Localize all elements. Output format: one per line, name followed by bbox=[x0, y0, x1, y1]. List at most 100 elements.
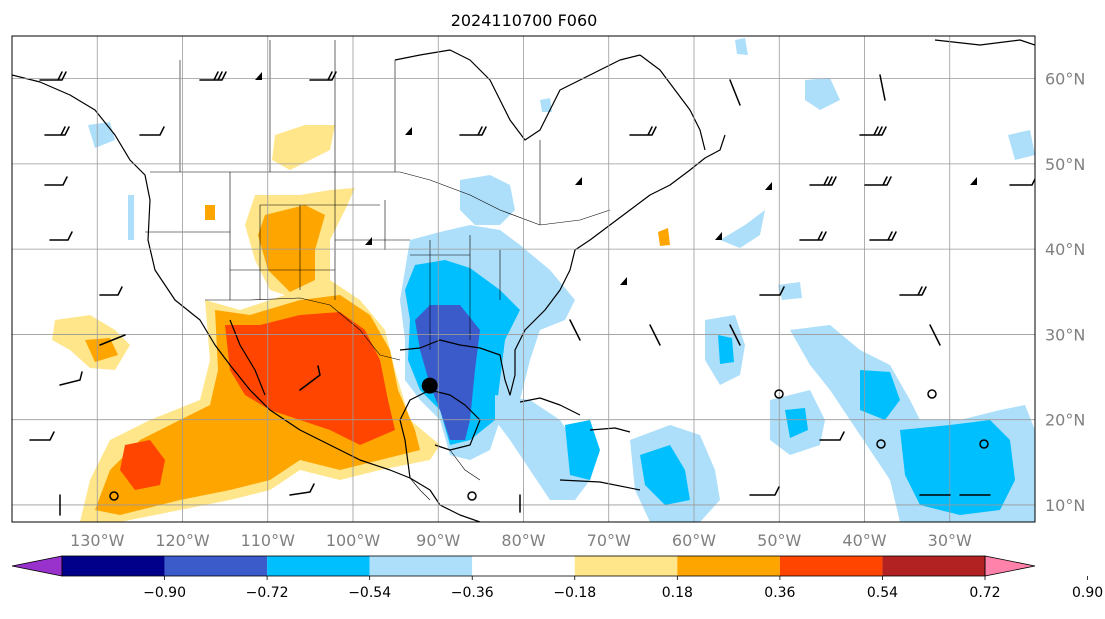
latitude-label: 30°N bbox=[1045, 325, 1085, 344]
positive-anomaly-fields bbox=[52, 125, 670, 522]
island-marker bbox=[927, 389, 937, 399]
longitude-label: 130°W bbox=[70, 531, 125, 550]
field-036-neg-atlantic-east-a bbox=[860, 370, 900, 420]
wind-barb bbox=[729, 324, 741, 346]
wind-barb bbox=[29, 431, 55, 441]
wind-barb-flags bbox=[255, 72, 977, 285]
field-018-neg-atlantic-north bbox=[720, 210, 765, 248]
colorbar-swatch bbox=[267, 556, 370, 576]
colorbar-tick-label: −0.54 bbox=[348, 585, 391, 601]
field-036-neg-atlantic-east-b bbox=[900, 420, 1015, 515]
wind-barb bbox=[799, 231, 827, 241]
wind-barb bbox=[44, 126, 70, 136]
island-marker bbox=[774, 389, 784, 399]
longitude-label: 90°W bbox=[416, 531, 460, 550]
colorbar-tick-label: −0.90 bbox=[143, 585, 186, 601]
coastline-hudson bbox=[394, 49, 641, 141]
wind-barb-flag bbox=[715, 232, 722, 240]
colorbar-swatch bbox=[882, 556, 985, 576]
wind-barb bbox=[899, 286, 927, 296]
field-036-neg-atlantic-central bbox=[718, 335, 734, 364]
wind-barb bbox=[649, 324, 661, 346]
wind-barb bbox=[309, 71, 337, 81]
field-018-neg-north bbox=[735, 38, 748, 55]
wind-barb bbox=[99, 334, 126, 346]
coastline-atlantic bbox=[399, 134, 726, 396]
political-borders bbox=[145, 40, 611, 501]
latitude-label: 60°N bbox=[1045, 70, 1085, 89]
colorbar-tick-label: 0.54 bbox=[867, 585, 898, 601]
colorbar-swatch bbox=[369, 556, 473, 576]
latitude-label: 50°N bbox=[1045, 155, 1085, 174]
wind-barb-flag bbox=[365, 237, 372, 245]
coastline-cuba bbox=[519, 397, 581, 416]
colorbar-swatch bbox=[164, 556, 268, 576]
wind-barb bbox=[629, 126, 657, 136]
coastline-south-america bbox=[559, 479, 641, 491]
wind-barb bbox=[759, 286, 785, 296]
colorbar-extend-low bbox=[11, 555, 63, 577]
wind-barbs bbox=[29, 71, 1035, 516]
wind-barb-flag bbox=[620, 277, 627, 285]
colorbar-tick-label: 0.36 bbox=[764, 585, 795, 601]
province-borders bbox=[179, 40, 541, 225]
wind-barb bbox=[869, 231, 897, 241]
field-054-neg-east bbox=[415, 305, 480, 440]
field-018-neg-caribbean bbox=[495, 395, 590, 500]
field-036-pos-canada bbox=[272, 125, 335, 170]
longitude-label: 30°W bbox=[928, 531, 972, 550]
latitude-labels: 60°N 50°N 40°N 30°N 20°N 10°N bbox=[1045, 70, 1085, 515]
coastline-hispaniola bbox=[589, 427, 631, 433]
coastline-labrador bbox=[639, 54, 706, 151]
wind-barb bbox=[289, 483, 315, 496]
colorbar-tick-label: 0.90 bbox=[1072, 585, 1103, 601]
island-marker bbox=[467, 491, 477, 501]
state-borders bbox=[145, 172, 501, 350]
longitude-label: 100°W bbox=[326, 531, 381, 550]
wind-barb-flag bbox=[575, 177, 582, 185]
wind-barb bbox=[864, 176, 892, 186]
colorbar-tick-label: −0.36 bbox=[451, 585, 494, 601]
wind-barb bbox=[199, 71, 227, 81]
latitude-label: 10°N bbox=[1045, 496, 1085, 515]
wind-barb bbox=[459, 126, 487, 136]
colorbar-tick-label: −0.18 bbox=[553, 585, 596, 601]
wind-barb bbox=[819, 431, 845, 441]
field-036-neg-atlantic-sw bbox=[640, 445, 690, 505]
wind-barb bbox=[59, 371, 83, 386]
gridlines bbox=[12, 36, 1035, 522]
wind-barb bbox=[929, 324, 941, 346]
colorbar-swatch bbox=[677, 556, 780, 576]
wind-barb bbox=[1009, 177, 1035, 186]
island-marker bbox=[109, 491, 119, 501]
island-marker bbox=[979, 439, 989, 449]
colorbar-tick-label: −0.72 bbox=[246, 585, 289, 601]
wind-barb-flag bbox=[405, 127, 412, 135]
field-018-neg-lakes bbox=[460, 175, 515, 225]
map-frame bbox=[11, 35, 1036, 523]
longitude-label: 120°W bbox=[155, 531, 210, 550]
wind-barb-flag bbox=[255, 72, 262, 80]
field-018-neg-labrador bbox=[805, 78, 840, 110]
map-title: 2024110700 F060 bbox=[451, 11, 598, 30]
colorbar-frame bbox=[61, 555, 986, 577]
field-054-pos-atlantic bbox=[658, 228, 670, 246]
colorbar: −0.90 −0.72 −0.54 −0.36 −0.18 0.18 0.36 0.54 0.7… bbox=[11, 555, 1103, 601]
field-018-neg-alaska bbox=[88, 122, 115, 148]
wind-barb bbox=[99, 286, 123, 296]
colorbar-swatch bbox=[779, 556, 883, 576]
colorbar-extend-high bbox=[984, 555, 1036, 577]
longitude-label: 80°W bbox=[501, 531, 545, 550]
negative-anomaly-fields bbox=[88, 38, 1035, 522]
latitude-label: 20°N bbox=[1045, 411, 1085, 430]
border-central-america bbox=[409, 449, 481, 501]
field-036-neg-caribbean bbox=[565, 420, 600, 480]
wind-barb bbox=[749, 486, 780, 496]
longitude-label: 60°W bbox=[672, 531, 716, 550]
longitude-label: 40°W bbox=[842, 531, 886, 550]
coastline-greenland bbox=[934, 39, 1035, 46]
colorbar-swatch bbox=[574, 556, 678, 576]
colorbar-swatch bbox=[472, 556, 575, 576]
field-036-neg-atlantic-mid bbox=[785, 408, 808, 438]
